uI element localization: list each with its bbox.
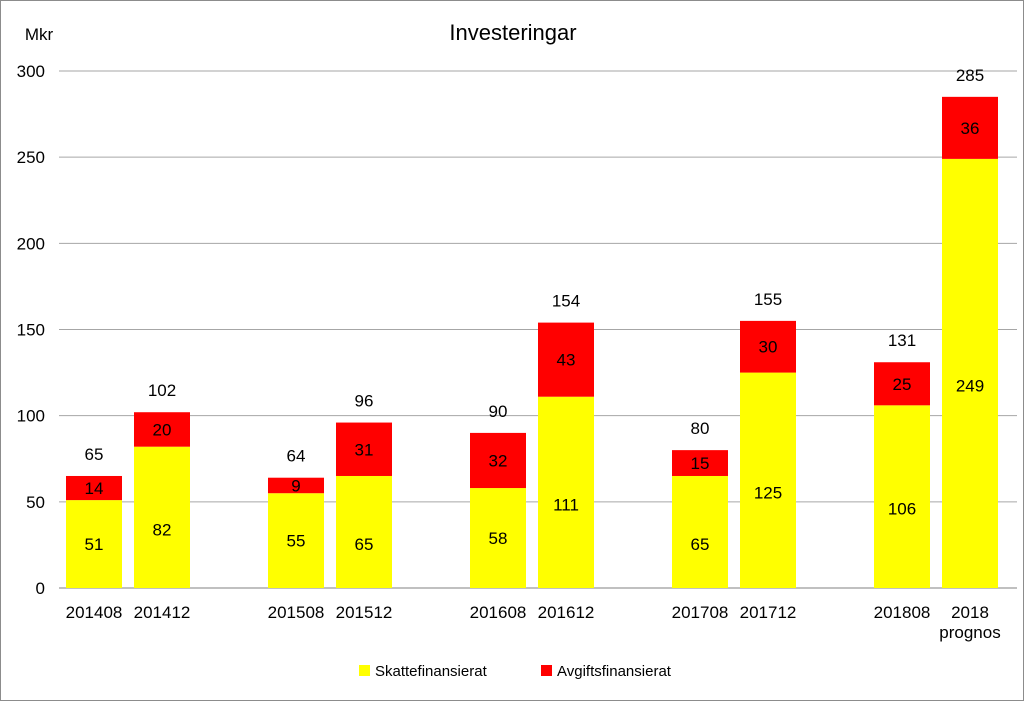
- data-label: 125: [754, 483, 782, 502]
- bar-segment-skattefinansierat: [942, 158, 998, 588]
- x-tick-labels: 201408 201412 201508 201512 201608 201612 2017…: [66, 603, 1001, 642]
- x-tick-label: 201512: [336, 603, 393, 622]
- x-tick-label: 201608: [470, 603, 527, 622]
- x-tick-label: 201408: [66, 603, 123, 622]
- data-label: 65: [355, 535, 374, 554]
- y-tick-label: 0: [36, 579, 45, 598]
- data-label: 65: [691, 535, 710, 554]
- y-tick-label: 50: [26, 493, 45, 512]
- bar-segment-avgiftsfinansierat: [740, 320, 796, 373]
- total-label: 80: [691, 419, 710, 438]
- data-label: 9: [291, 476, 300, 495]
- bar-segment-avgiftsfinansierat: [268, 477, 324, 494]
- x-tick-label: 201412: [134, 603, 191, 622]
- x-tick-label: 201708: [672, 603, 729, 622]
- bar-segment-avgiftsfinansierat: [66, 475, 122, 501]
- bar-segment-skattefinansierat: [470, 488, 526, 588]
- bar-segment-avgiftsfinansierat: [538, 322, 594, 397]
- total-label: 131: [888, 331, 916, 350]
- bar-segment-avgiftsfinansierat: [874, 362, 930, 406]
- bar-segment-skattefinansierat: [336, 475, 392, 588]
- data-label: 36: [961, 119, 980, 138]
- bar-segment-avgiftsfinansierat: [470, 432, 526, 489]
- bar-segment-skattefinansierat: [268, 493, 324, 588]
- chart-title: Investeringar: [449, 20, 576, 45]
- data-label: 31: [355, 440, 374, 459]
- x-tick-label: 201508: [268, 603, 325, 622]
- legend-swatch-skattefinansierat: [359, 665, 370, 676]
- bars: 51 14 65 82 20 102 55 9 64 65 31 96 58 32 90 111 43 154 65…: [66, 66, 998, 588]
- total-label: 64: [287, 447, 306, 466]
- y-tick-label: 300: [17, 62, 45, 81]
- legend-swatch-avgiftsfinansierat: [541, 665, 552, 676]
- data-label: 32: [489, 451, 508, 470]
- legend-label: Avgiftsfinansierat: [557, 663, 672, 680]
- data-label: 106: [888, 500, 916, 519]
- bar-segment-skattefinansierat: [538, 396, 594, 588]
- bar-segment-skattefinansierat: [874, 405, 930, 588]
- data-label: 51: [85, 535, 104, 554]
- data-label: 43: [557, 351, 576, 370]
- legend: Skattefinansierat Avgiftsfinansierat: [359, 663, 672, 680]
- total-label: 154: [552, 292, 580, 311]
- data-label: 58: [489, 529, 508, 548]
- bar-segment-skattefinansierat: [66, 500, 122, 588]
- data-label: 82: [153, 520, 172, 539]
- total-label: 65: [85, 445, 104, 464]
- x-tick-label: 201808: [874, 603, 931, 622]
- data-label: 111: [553, 495, 579, 514]
- data-label: 15: [691, 454, 710, 473]
- data-label: 14: [85, 479, 104, 498]
- y-tick-labels: 0 50 100 150 200 250 300: [17, 62, 45, 598]
- x-tick-label: 201712: [740, 603, 797, 622]
- legend-label: Skattefinansierat: [375, 663, 488, 680]
- total-label: 102: [148, 381, 176, 400]
- y-axis-label: Mkr: [25, 25, 54, 44]
- bar-segment-avgiftsfinansierat: [336, 422, 392, 476]
- bar-segment-skattefinansierat: [672, 475, 728, 588]
- data-label: 20: [153, 420, 172, 439]
- x-tick-label: 2018 prognos: [939, 603, 1000, 642]
- data-label: 55: [287, 532, 306, 551]
- y-tick-label: 100: [17, 407, 45, 426]
- total-label: 96: [355, 392, 374, 411]
- y-tick-label: 250: [17, 148, 45, 167]
- x-tick-label: 201612: [538, 603, 595, 622]
- y-tick-label: 200: [17, 234, 45, 253]
- bar-segment-skattefinansierat: [740, 372, 796, 588]
- data-label: 25: [893, 375, 912, 394]
- data-label: 249: [956, 376, 984, 395]
- total-label: 90: [489, 402, 508, 421]
- bar-segment-skattefinansierat: [134, 446, 190, 588]
- total-label: 155: [754, 290, 782, 309]
- bar-segment-avgiftsfinansierat: [672, 450, 728, 476]
- bar-segment-avgiftsfinansierat: [134, 412, 190, 447]
- total-label: 285: [956, 66, 984, 85]
- data-label: 30: [759, 338, 778, 357]
- bar-segment-avgiftsfinansierat: [942, 96, 998, 159]
- y-tick-label: 150: [17, 321, 45, 340]
